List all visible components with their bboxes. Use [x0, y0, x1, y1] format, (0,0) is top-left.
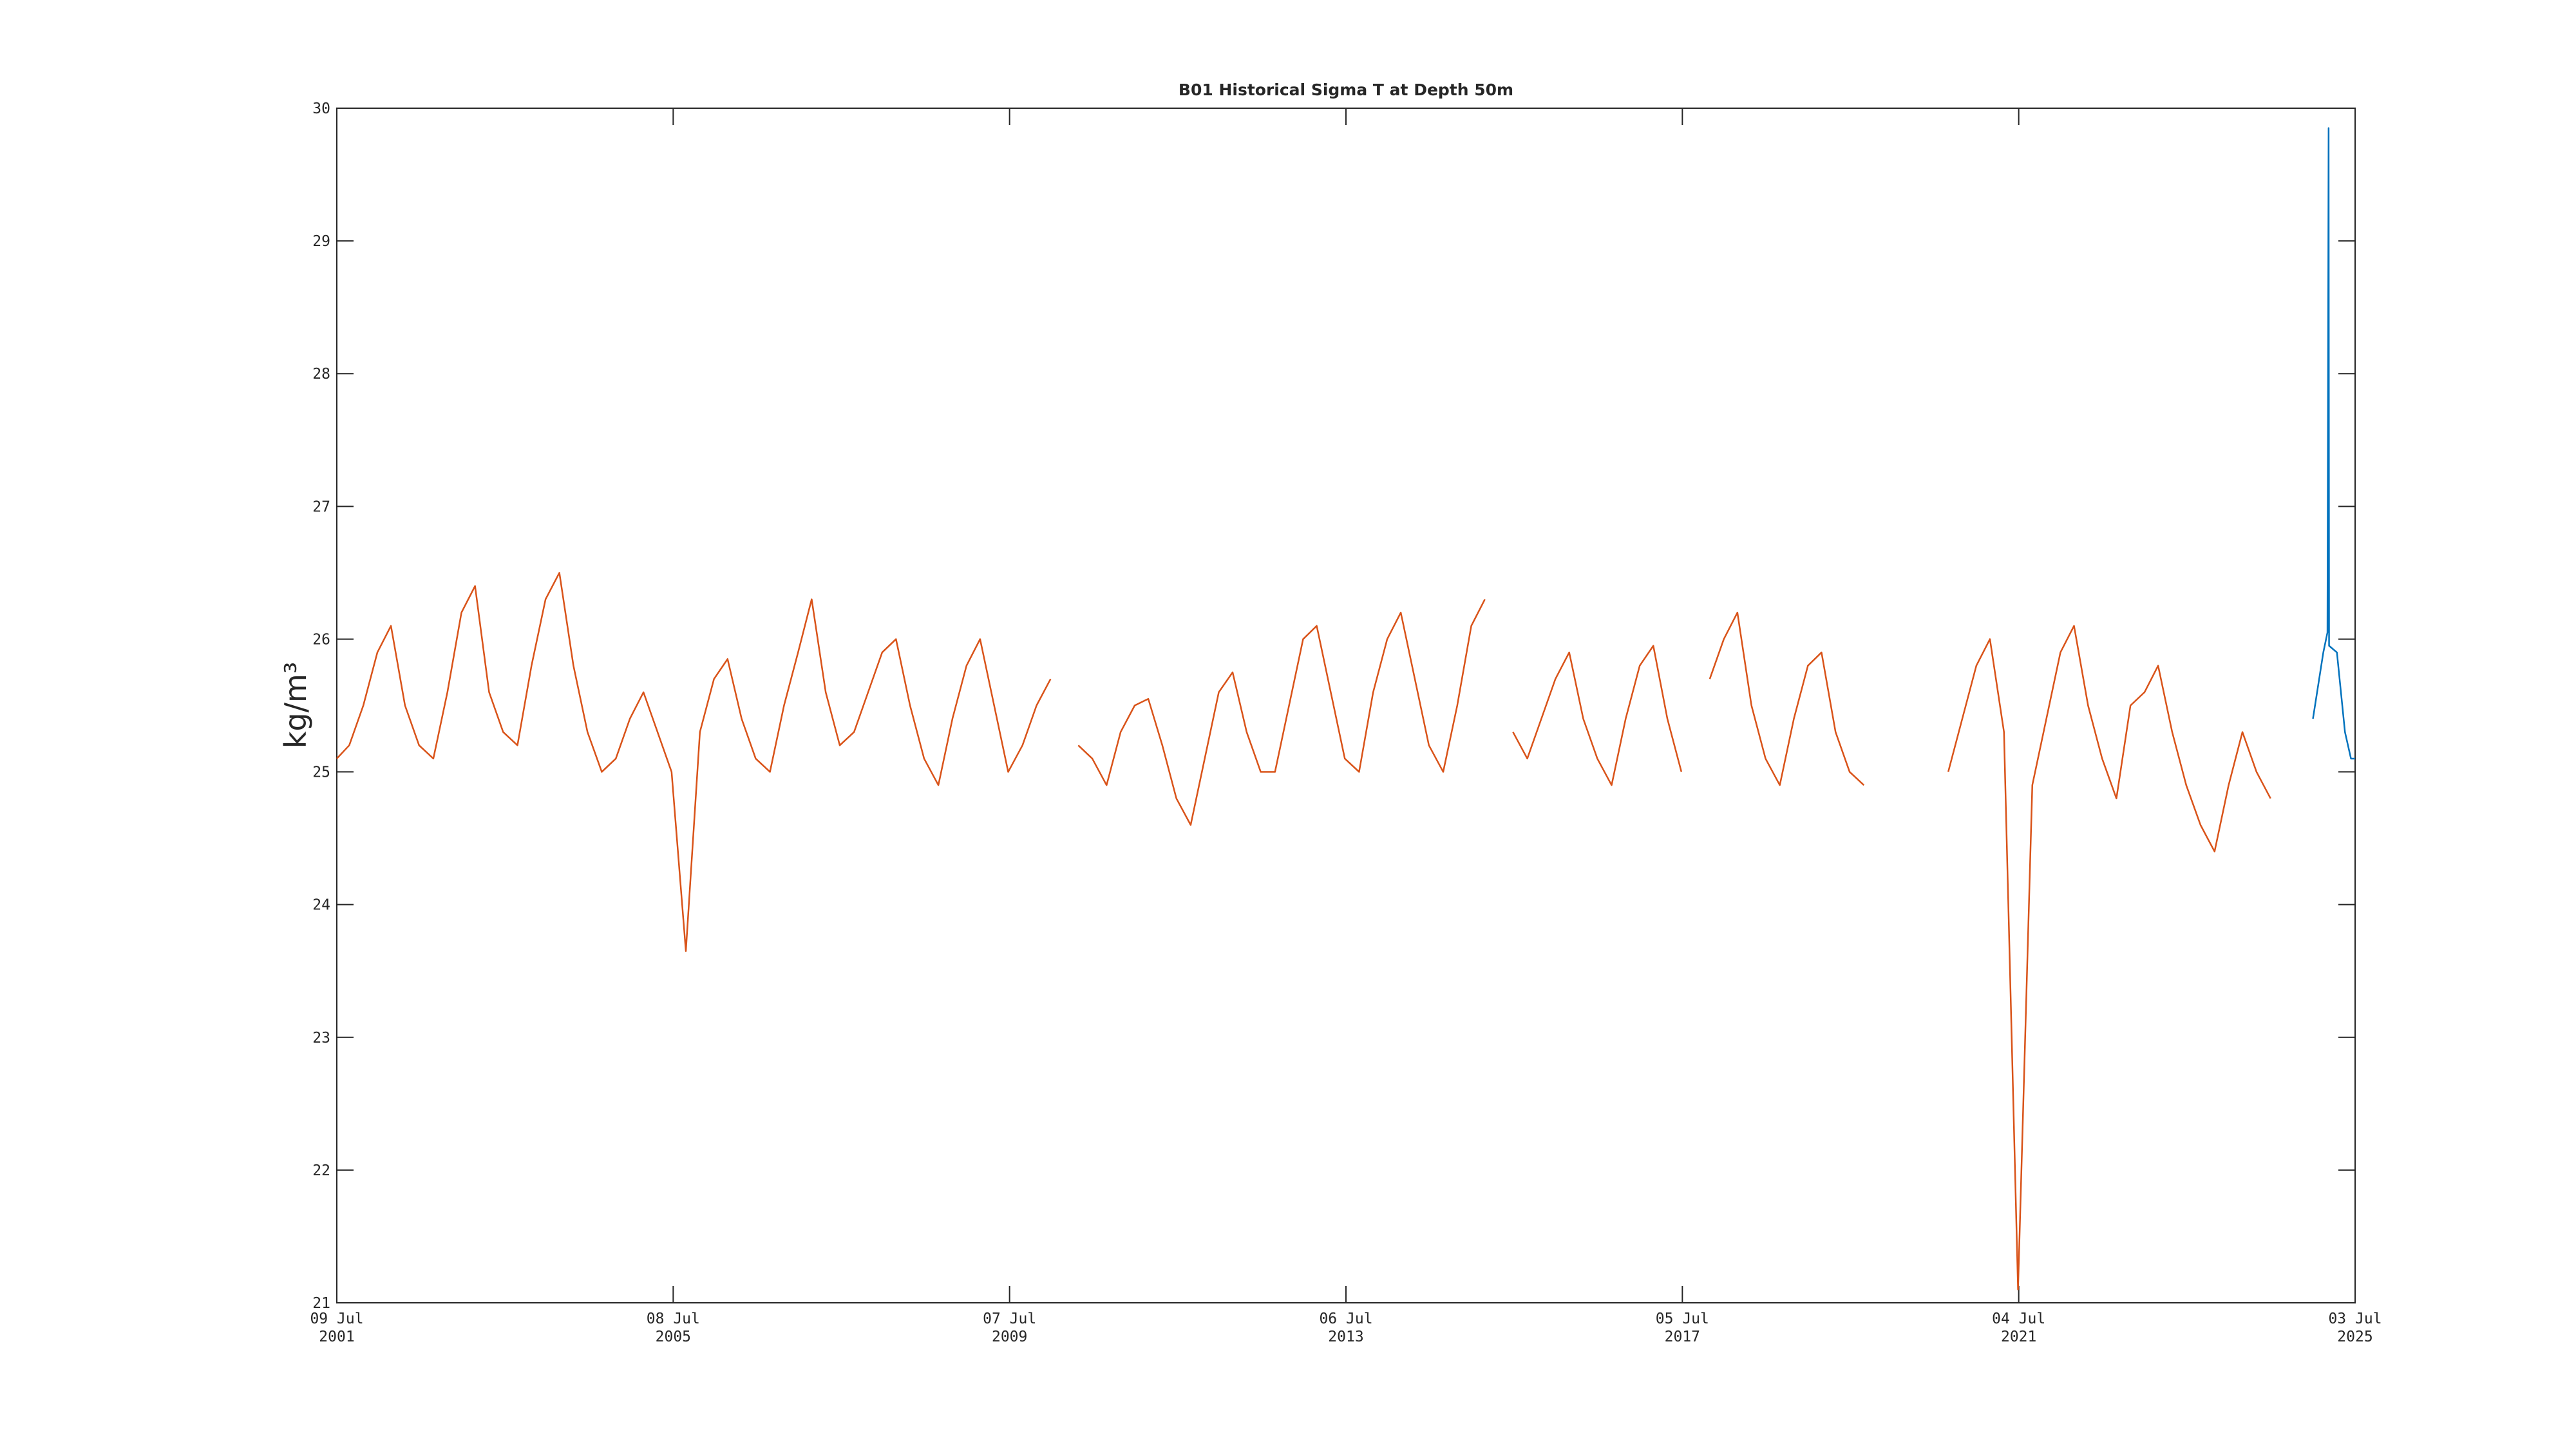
data-line	[336, 572, 1052, 952]
x-tick-label: 05 Jul	[1656, 1311, 1709, 1327]
y-tick-label: 26	[312, 631, 330, 648]
y-axis-label: kg/m³	[278, 662, 313, 749]
x-tick-label: 04 Jul	[1992, 1311, 2045, 1327]
x-tick-label: 07 Jul	[983, 1311, 1036, 1327]
y-tick-label: 27	[312, 498, 330, 515]
y-tick-label: 25	[312, 764, 330, 781]
y-tick-label: 30	[312, 100, 330, 117]
x-tick-label: 03 Jul	[2328, 1311, 2382, 1327]
y-tick-label: 21	[312, 1295, 330, 1312]
y-tick-label: 24	[312, 897, 330, 914]
data-line	[1709, 611, 1865, 786]
x-tick-label: 09 Jul	[310, 1311, 363, 1327]
x-tick-label: 2021	[2001, 1329, 2036, 1345]
data-line	[2312, 127, 2355, 760]
x-tick-label: 08 Jul	[647, 1311, 700, 1327]
x-tick-label: 2013	[1328, 1329, 1363, 1345]
y-tick-label: 28	[312, 366, 330, 383]
x-tick-label: 2005	[656, 1329, 691, 1345]
x-tick-label: 2025	[2337, 1329, 2372, 1345]
x-tick-label: 06 Jul	[1319, 1311, 1372, 1327]
data-line	[1947, 625, 2271, 1291]
data-line	[1077, 599, 1486, 826]
y-tick-label: 29	[312, 233, 330, 250]
x-tick-label: 2009	[992, 1329, 1027, 1345]
y-tick-label: 23	[312, 1030, 330, 1046]
plot-area	[336, 108, 2356, 1303]
chart-title: B01 Historical Sigma T at Depth 50m	[1179, 80, 1513, 99]
y-tick-label: 22	[312, 1162, 330, 1179]
x-tick-label: 2017	[1665, 1329, 1700, 1345]
x-tick-label: 2001	[319, 1329, 354, 1345]
data-line	[1512, 645, 1683, 786]
